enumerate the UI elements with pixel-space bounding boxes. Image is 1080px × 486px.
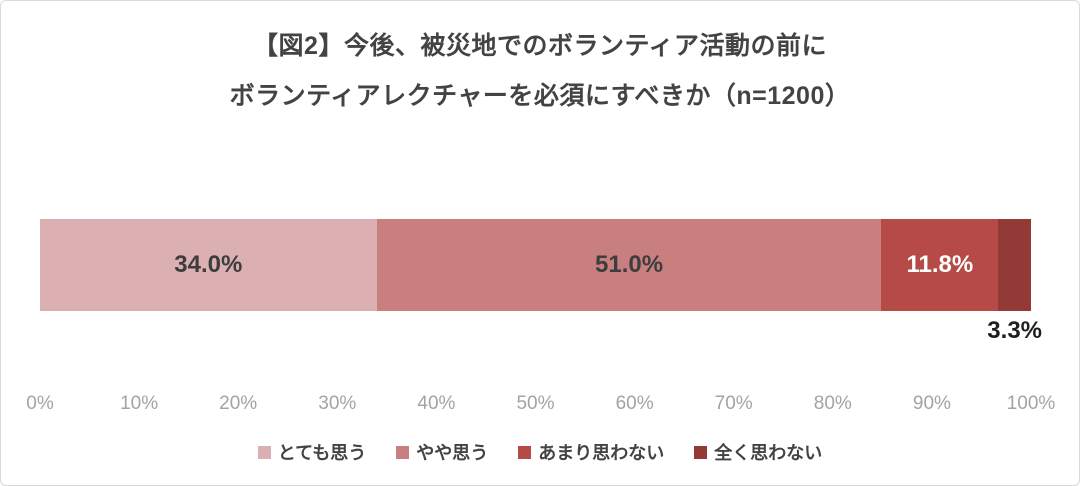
segment-value-label: 51.0% — [595, 251, 664, 278]
stacked-bar: 34.0% 51.0% 11.8% — [40, 219, 1031, 311]
segment-value-label: 34.0% — [174, 251, 243, 278]
legend-item: やや思う — [396, 439, 488, 465]
chart-title-line1: 【図2】今後、被災地でのボランティア活動の前に — [253, 32, 827, 60]
x-tick-label: 70% — [714, 393, 753, 414]
legend-marker-icon — [694, 445, 708, 459]
plot-area: 34.0% 51.0% 11.8% 3.3% — [40, 219, 1042, 344]
legend-item: あまり思わない — [518, 439, 664, 465]
legend-label: やや思う — [416, 443, 489, 463]
chart-title: 【図2】今後、被災地でのボランティア活動の前に ボランティアレクチャーを必須にす… — [1, 21, 1079, 121]
legend-marker-icon — [518, 445, 532, 459]
x-tick-label: 80% — [813, 393, 852, 414]
bar-segment: 51.0% — [376, 219, 882, 311]
x-tick-label: 50% — [516, 393, 555, 414]
segment-value-label-outside: 3.3% — [987, 317, 1043, 344]
x-tick-label: 100% — [1006, 393, 1056, 414]
x-tick-label: 0% — [26, 393, 54, 414]
bar-segment: 34.0% — [40, 219, 377, 311]
x-axis: 0% 10% 20% 30% 40% 50% 60% 70% 80% 90% 100% — [26, 393, 1055, 419]
x-tick-label: 10% — [120, 393, 159, 414]
legend-label: 全く思わない — [714, 443, 823, 463]
legend-label: とても思う — [277, 443, 367, 463]
x-tick-label: 60% — [615, 393, 654, 414]
x-tick-label: 30% — [318, 393, 357, 414]
legend-marker-icon — [257, 445, 271, 459]
legend-item: 全く思わない — [694, 439, 822, 465]
x-tick-label: 20% — [219, 393, 258, 414]
bar-segment — [998, 219, 1031, 311]
x-tick-label: 90% — [912, 393, 951, 414]
legend-marker-icon — [396, 445, 410, 459]
legend-item: とても思う — [257, 439, 367, 465]
segment-value-label: 11.8% — [906, 251, 974, 278]
x-tick-label: 40% — [417, 393, 456, 414]
chart-title-line2: ボランティアレクチャーを必須にすべきか（n=1200） — [229, 82, 851, 110]
bar-segment: 11.8% — [881, 219, 999, 311]
legend-label: あまり思わない — [538, 443, 665, 463]
legend: とても思う やや思う あまり思わない 全く思わない — [1, 439, 1079, 465]
